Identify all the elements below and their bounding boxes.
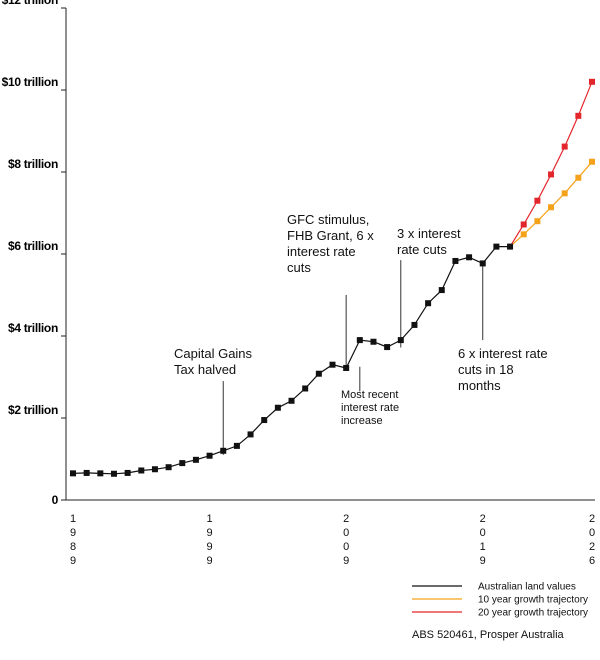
y-tick-label: $12 trillion xyxy=(2,0,58,7)
data-point xyxy=(561,190,568,197)
y-tick-label: 0 xyxy=(52,493,59,507)
data-point xyxy=(97,470,104,477)
annotation-label: GFC stimulus, FHB Grant, 6 x interest rate… xyxy=(287,212,374,275)
data-point xyxy=(520,221,527,228)
data-point xyxy=(589,78,595,85)
y-tick-label: $4 trillion xyxy=(8,321,58,335)
data-point xyxy=(192,456,199,463)
data-point xyxy=(315,370,322,377)
data-point xyxy=(534,197,541,204)
annotation-label: Capital Gains Tax halved xyxy=(174,346,253,377)
annotation-label: Most recent interest rate increase xyxy=(341,389,399,427)
data-point xyxy=(384,344,391,351)
data-point xyxy=(589,158,595,165)
source-note: ABS 520461, Prosper Australia xyxy=(412,629,565,641)
data-point xyxy=(575,174,582,181)
data-point xyxy=(124,469,131,476)
data-point xyxy=(575,112,582,119)
y-tick-label: $10 trillion xyxy=(2,75,58,89)
data-point xyxy=(493,243,500,250)
data-point xyxy=(452,257,459,264)
data-point xyxy=(110,470,117,477)
data-point xyxy=(534,218,541,225)
data-point xyxy=(548,171,555,178)
annotation-label: 6 x interest rate cuts in 18 months xyxy=(458,346,548,393)
legend-label: Australian land values xyxy=(478,582,576,593)
data-point xyxy=(261,417,268,424)
data-point xyxy=(288,397,295,404)
data-point xyxy=(179,460,186,467)
data-point xyxy=(247,431,254,438)
data-point xyxy=(343,364,350,371)
data-point xyxy=(397,337,404,344)
data-point xyxy=(151,466,158,473)
data-point xyxy=(220,447,227,454)
data-point xyxy=(274,404,281,411)
data-point xyxy=(548,204,555,211)
data-point xyxy=(83,469,90,476)
data-point xyxy=(70,470,76,477)
data-point xyxy=(206,452,213,459)
data-point xyxy=(370,338,377,345)
data-point xyxy=(138,467,145,474)
series-line xyxy=(72,246,511,475)
data-point xyxy=(425,300,432,307)
annotation-label: 3 x interest rate cuts xyxy=(397,226,461,257)
data-point xyxy=(411,321,418,328)
y-tick-label: $6 trillion xyxy=(8,239,58,253)
legend-label: 10 year growth trajectory xyxy=(478,595,588,606)
data-point xyxy=(329,361,336,368)
data-point xyxy=(233,442,240,449)
data-point xyxy=(356,337,363,344)
data-point xyxy=(438,287,445,294)
y-tick-label: $8 trillion xyxy=(8,157,58,171)
legend-label: 20 year growth trajectory xyxy=(478,608,588,619)
data-point xyxy=(561,143,568,150)
data-point xyxy=(302,385,309,392)
data-point xyxy=(466,254,473,261)
data-point xyxy=(165,464,172,471)
data-point xyxy=(479,260,486,267)
data-point xyxy=(507,243,514,250)
data-point xyxy=(520,231,527,238)
y-tick-label: $2 trillion xyxy=(8,403,58,417)
